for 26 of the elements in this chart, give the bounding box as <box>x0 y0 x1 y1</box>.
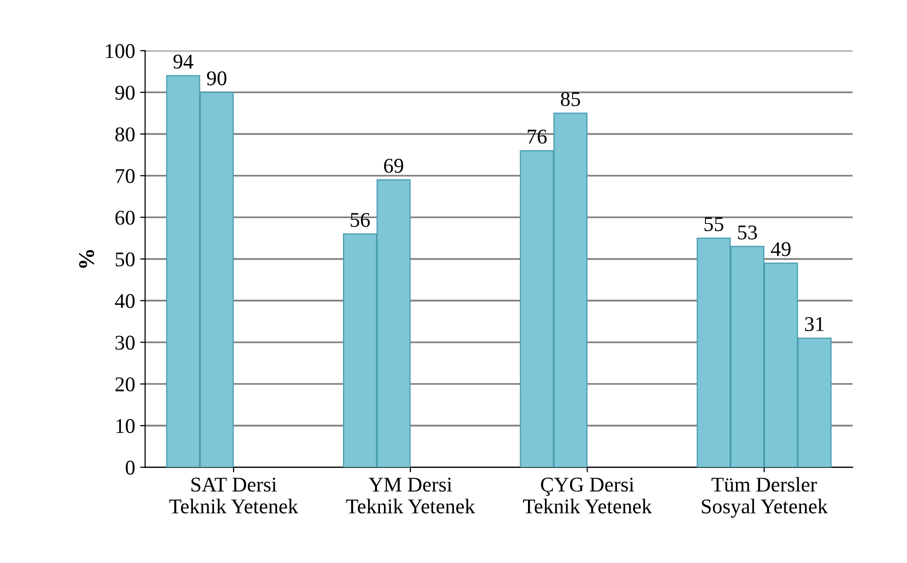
data-label: 55 <box>704 217 724 232</box>
x-tick-label: SAT Dersi Teknik Yetenek <box>169 478 298 514</box>
y-tick-label: 50 <box>116 252 135 266</box>
y-tick-label: 100 <box>106 44 135 58</box>
y-tick-label: 80 <box>115 127 135 142</box>
data-label: 49 <box>770 242 791 256</box>
y-tick-label: 40 <box>114 294 135 308</box>
y-tick-label: 70 <box>116 169 135 184</box>
x-tick-label: YM Dersi Teknik Yetenek <box>346 478 476 514</box>
data-label: 85 <box>560 92 580 106</box>
y-tick-label: 0 <box>126 460 135 475</box>
data-label: 69 <box>384 158 404 173</box>
x-tick-label: Tüm Dersler Sosyal Yetenek <box>702 477 828 518</box>
y-tick-label: 90 <box>115 86 135 100</box>
data-label: 56 <box>350 212 370 227</box>
y-tick-label: 60 <box>115 210 135 225</box>
y-axis-title: % <box>79 250 94 268</box>
data-label: 31 <box>805 317 824 332</box>
data-label: 76 <box>528 130 547 144</box>
y-tick-label: 20 <box>115 377 135 392</box>
data-label: 94 <box>173 54 194 69</box>
y-tick-label: 10 <box>116 419 135 434</box>
x-tick-label: ÇYG Dersi Teknik Yetenek <box>523 478 652 514</box>
data-label: 90 <box>207 71 226 86</box>
data-label: 53 <box>738 225 757 240</box>
y-tick-label: 30 <box>116 336 135 350</box>
